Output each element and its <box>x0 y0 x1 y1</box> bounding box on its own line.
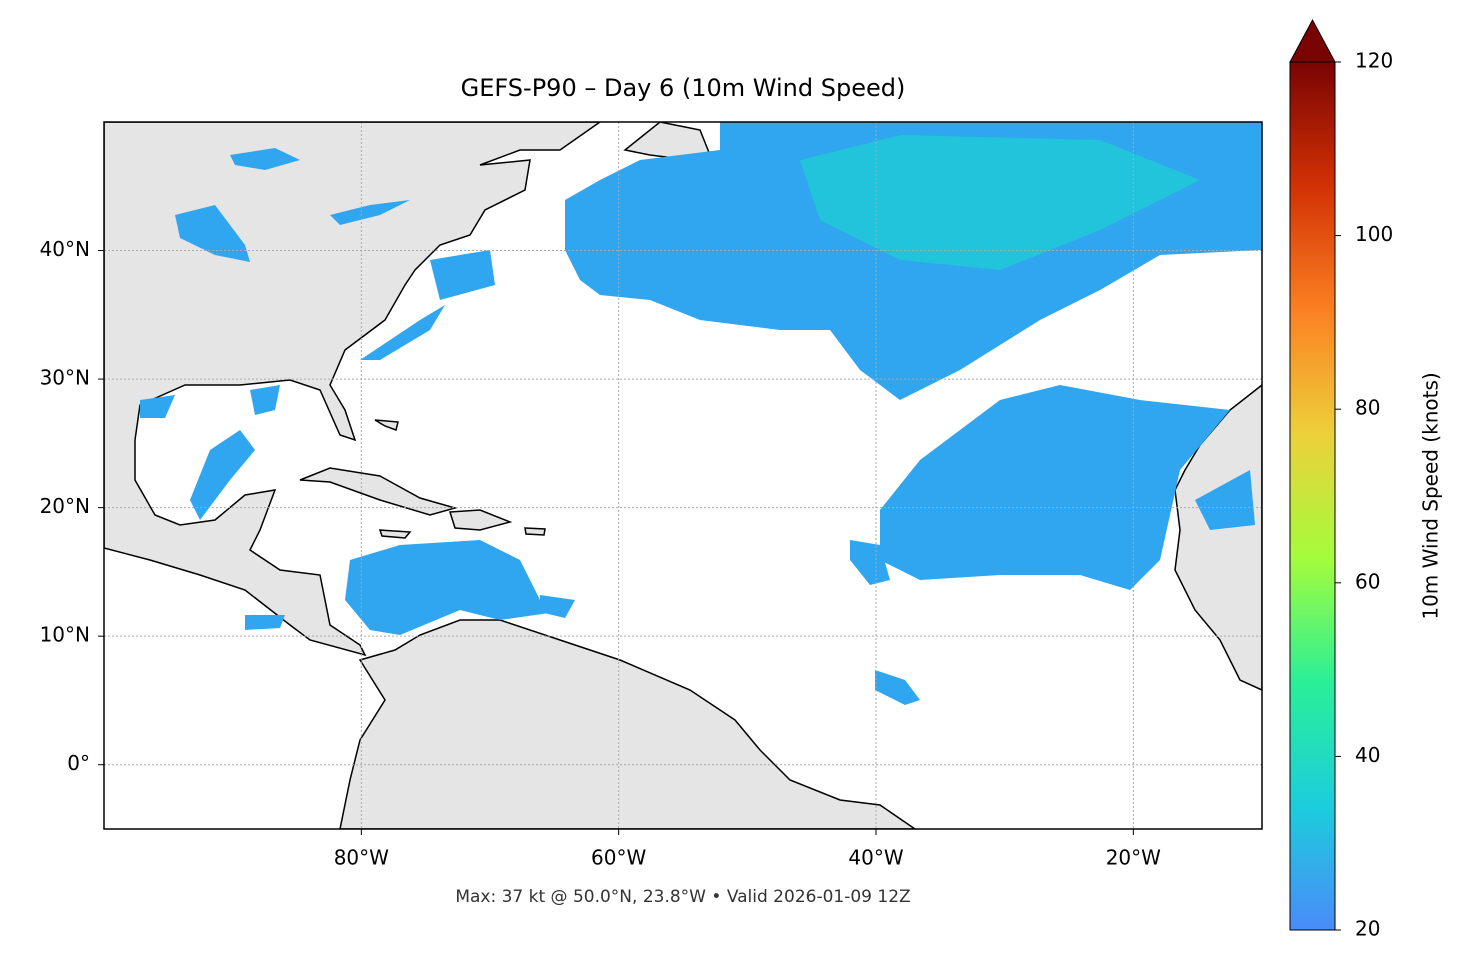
colorbar-tick-label: 120 <box>1355 49 1393 73</box>
colorbar-tick-label: 100 <box>1355 222 1393 246</box>
wind-field <box>140 122 1262 705</box>
jamaica <box>378 529 412 539</box>
y-tick-label: 10°N <box>40 623 90 647</box>
colorbar-tick-label: 60 <box>1355 569 1380 593</box>
x-tick-label: 60°W <box>591 846 646 870</box>
colorbar-extend <box>1289 18 1336 63</box>
colorbar-tick-label: 80 <box>1355 396 1380 420</box>
x-tick-label: 40°W <box>848 846 903 870</box>
y-tick-label: 0° <box>67 751 90 775</box>
bahamas <box>374 419 399 431</box>
map <box>104 122 1262 829</box>
map-frame <box>103 121 1263 830</box>
y-tick-label: 30°N <box>40 366 90 390</box>
south-america <box>339 619 917 829</box>
grid <box>104 122 1262 829</box>
y-tick-label: 20°N <box>40 494 90 518</box>
colorbar-label: 10m Wind Speed (knots) <box>1419 372 1443 619</box>
y-tick-label: 40°N <box>40 237 90 261</box>
x-tick-label: 20°W <box>1106 846 1161 870</box>
colorbar-tick-label: 20 <box>1355 917 1380 941</box>
cuba <box>299 467 458 516</box>
hispaniola <box>449 509 513 531</box>
note: Max: 37 kt @ 50.0°N, 23.8°W • Valid 2026… <box>455 887 910 907</box>
colorbar <box>1289 61 1336 931</box>
x-tick-label: 80°W <box>334 846 389 870</box>
puerto-rico <box>524 527 546 536</box>
chart-title: GEFS-P90 – Day 6 (10m Wind Speed) <box>461 74 906 102</box>
colorbar-tick-label: 40 <box>1355 743 1380 767</box>
